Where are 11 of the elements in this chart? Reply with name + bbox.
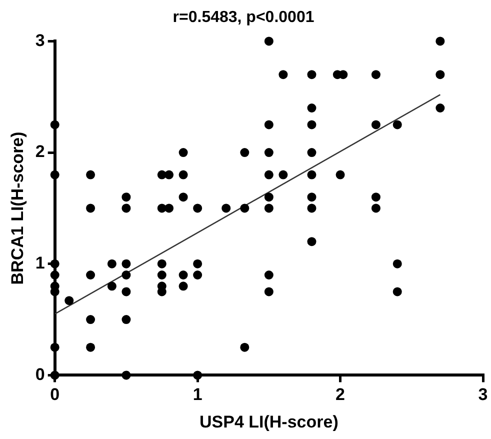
y-tick-label: 3 xyxy=(35,30,45,50)
chart-title: r=0.5483, p<0.0001 xyxy=(172,9,314,26)
x-tick-label: 3 xyxy=(478,385,488,404)
x-axis-title: USP4 LI(H-score) xyxy=(199,412,338,432)
y-tick-label: 0 xyxy=(35,364,45,384)
x-tick-label: 1 xyxy=(192,385,202,404)
x-tick-label: 0 xyxy=(50,385,60,404)
y-tick-label: 2 xyxy=(35,142,45,162)
y-axis-title: BRCA1 LI(H-score) xyxy=(8,132,27,285)
y-tick-label: 1 xyxy=(35,254,45,273)
x-tick-label: 2 xyxy=(336,385,346,404)
